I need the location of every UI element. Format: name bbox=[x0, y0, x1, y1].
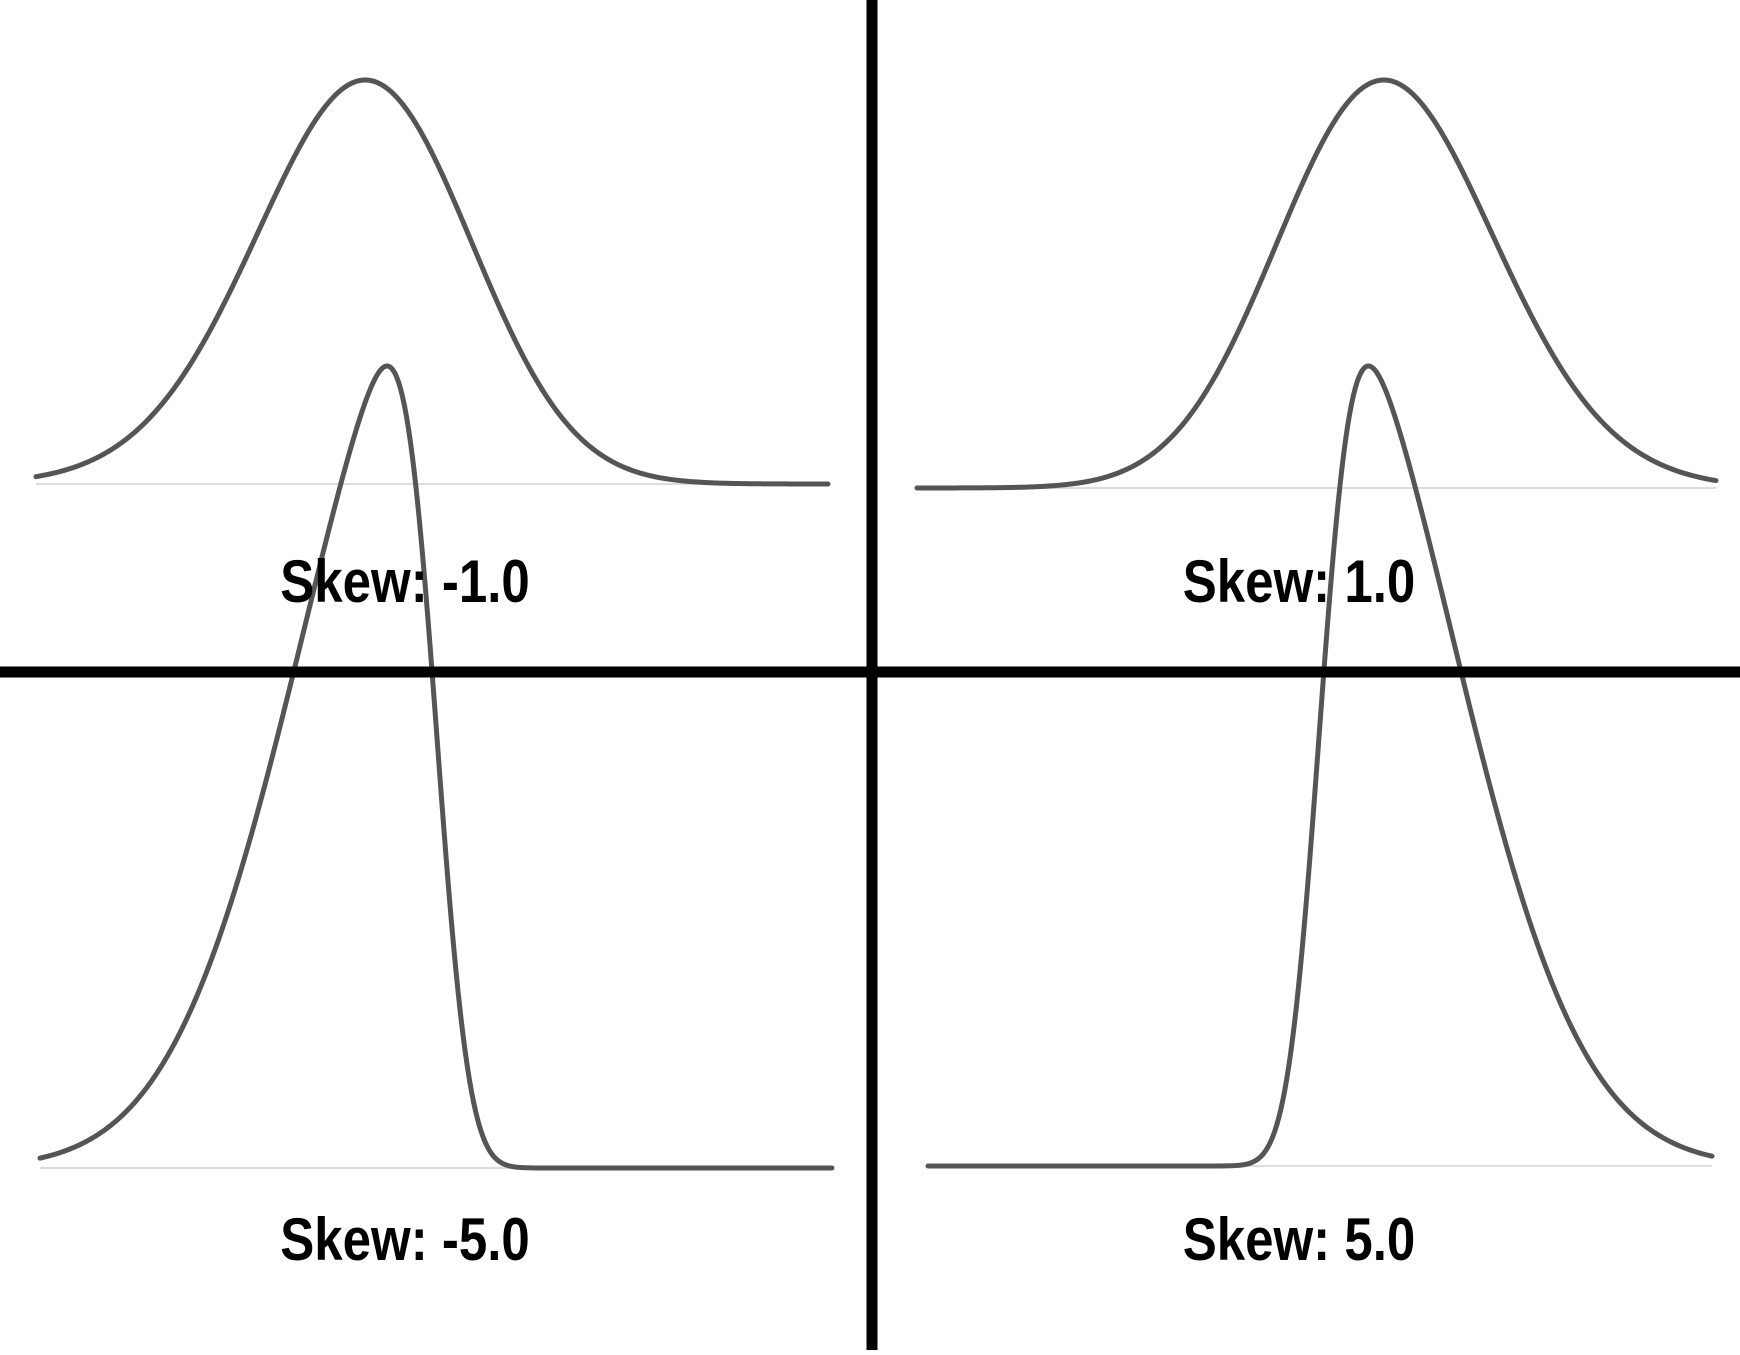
chart-title-skew-pos-5: Skew: 5.0 bbox=[1182, 1206, 1416, 1273]
chart-title-skew-neg-5: Skew: -5.0 bbox=[280, 1206, 530, 1273]
density-curve-skew-pos-5 bbox=[925, 363, 1715, 1169]
density-curve-skew-neg-1 bbox=[33, 77, 831, 487]
chart-title-skew-neg-1: Skew: -1.0 bbox=[280, 548, 530, 615]
density-curve-skew-neg-5 bbox=[37, 363, 835, 1171]
density-curve-skew-pos-1 bbox=[914, 77, 1719, 491]
chart-title-skew-pos-1: Skew: 1.0 bbox=[1182, 548, 1416, 615]
